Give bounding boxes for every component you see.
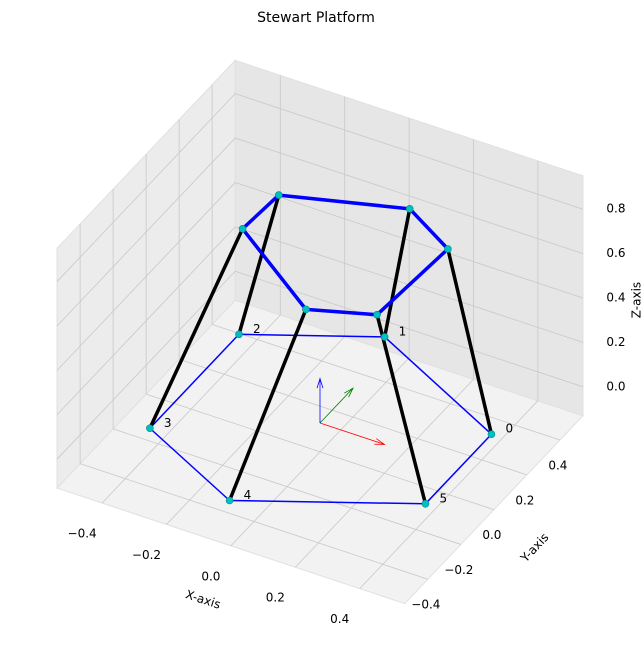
platform-edge <box>408 207 450 251</box>
leg <box>446 248 494 435</box>
base-edge <box>424 433 493 505</box>
platform-edge <box>278 193 410 211</box>
z-tick-label: 0.2 <box>606 335 625 349</box>
base-joint <box>235 330 243 339</box>
platform-edge <box>375 247 450 316</box>
grid-line <box>145 393 495 511</box>
platform-joint <box>302 305 310 314</box>
chart-title: Stewart Platform <box>257 10 375 26</box>
grid-line <box>235 182 584 299</box>
grid-line <box>56 226 236 416</box>
base-joint <box>421 500 430 508</box>
y-tick-label: −0.4 <box>411 598 440 612</box>
grid-line <box>211 324 561 441</box>
grid-line <box>56 137 236 327</box>
x-tick-label: 0.2 <box>266 591 285 605</box>
leg <box>237 194 281 335</box>
z-tick-label: 0.0 <box>606 379 625 393</box>
base-edge <box>229 499 426 505</box>
frame-axis <box>319 422 385 445</box>
x-tick-label: −0.4 <box>68 527 97 541</box>
y-tick-label: 0.0 <box>482 528 501 542</box>
leg <box>382 208 412 338</box>
platform-joint <box>238 225 247 233</box>
base-point-label: 3 <box>164 416 172 430</box>
platform-edge <box>241 227 308 311</box>
frame-arrowhead <box>344 387 354 398</box>
base-joint <box>225 496 234 505</box>
frame-arrowhead <box>316 377 324 389</box>
grid-line <box>178 358 528 476</box>
base-point-label: 4 <box>244 488 252 502</box>
x-tick-label: −0.2 <box>132 548 161 562</box>
base-joint <box>380 333 389 341</box>
base-edge <box>384 336 492 435</box>
x-tick-label: 0.0 <box>201 569 220 583</box>
platform-joint <box>274 191 283 199</box>
y-tick-label: −0.2 <box>444 563 473 577</box>
y-tick-label: 0.2 <box>515 493 534 507</box>
z-tick-label: 0.6 <box>606 246 625 260</box>
leg <box>148 228 245 429</box>
platform-joint <box>405 205 414 213</box>
grid-line <box>79 463 429 580</box>
x-axis-label: X-axis <box>184 587 223 611</box>
base-edge <box>238 333 385 338</box>
base-edge <box>149 427 231 502</box>
grid-line <box>56 270 236 460</box>
grid-line <box>56 93 236 282</box>
platform-edge <box>305 307 378 317</box>
z-tick-label: 0.8 <box>606 202 625 216</box>
grid-line <box>235 93 584 210</box>
base-joint <box>146 424 154 433</box>
base-point-label: 1 <box>399 324 407 338</box>
grid-line <box>56 182 236 371</box>
y-tick-label: 0.4 <box>548 459 567 473</box>
base-edge <box>149 333 240 429</box>
platform-joint <box>444 245 452 253</box>
z-tick-label: 0.4 <box>606 291 625 305</box>
leg <box>375 314 428 505</box>
frame-arrowhead <box>374 438 386 445</box>
frame-axis <box>319 387 354 424</box>
base-point-label: 5 <box>439 491 447 505</box>
leg <box>227 308 308 502</box>
z-axis-label: Z-axis <box>630 282 643 318</box>
base-joint <box>487 430 496 439</box>
grid-line <box>235 137 584 254</box>
base-point-label: 2 <box>253 322 261 336</box>
x-tick-label: 0.4 <box>330 612 349 626</box>
platform-edge <box>241 193 280 231</box>
y-axis-label: Y-axis <box>517 530 551 565</box>
platform-joint <box>373 310 381 319</box>
base-point-label: 0 <box>505 422 513 436</box>
